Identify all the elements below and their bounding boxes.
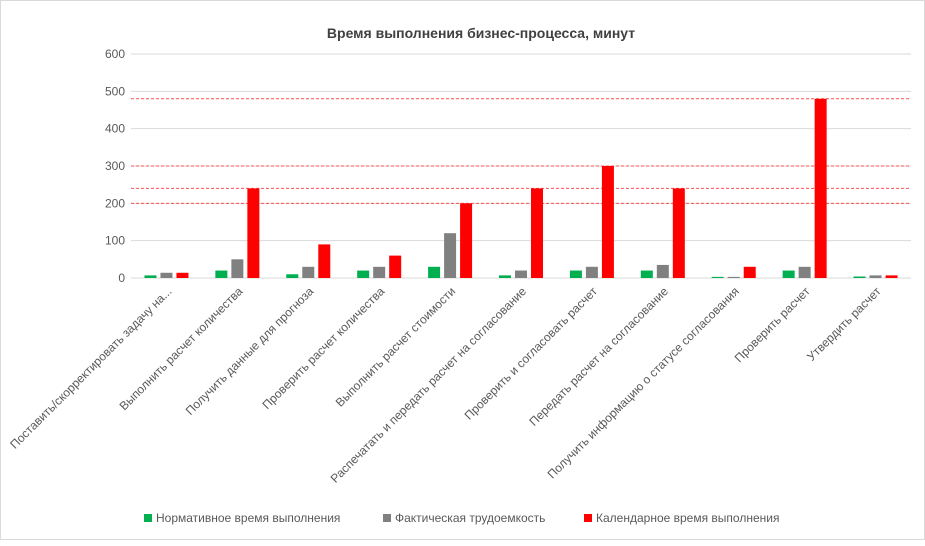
y-tick-label: 400 [105,122,125,136]
bar [640,270,653,278]
bar [656,264,669,278]
bar [318,244,331,278]
x-tick-label: Проверить расчет количества [259,284,387,412]
bar [286,274,299,278]
bar [144,275,157,278]
bar [853,276,866,278]
bar [373,266,386,278]
bar [569,270,582,278]
bar [357,270,370,278]
bar [798,266,811,278]
bar [601,166,614,278]
x-tick-label: Выполнить расчет количества [117,284,246,413]
y-tick-label: 200 [105,196,125,210]
bar [814,98,827,278]
bar [727,276,740,278]
chart-title: Время выполнения бизнес-процесса, минут [327,25,635,41]
legend-label: Фактическая трудоемкость [395,511,545,525]
bar [499,275,511,278]
bar [885,275,898,278]
y-tick-label: 0 [118,271,125,285]
y-tick-label: 500 [105,84,125,98]
x-tick-label: Передать расчет на согласование [526,284,671,429]
bar [160,272,173,278]
x-tick-label: Проверить и согласовать расчет [462,284,601,423]
bar [231,259,244,278]
x-tick-label: Проверить расчет [732,284,813,365]
bar [389,255,402,278]
x-tick-label: Поставить/скорректировать задачу на... [7,284,174,451]
x-tick-label: Выполнить расчет стоимости [333,284,458,409]
bar [515,270,527,278]
bar [176,272,189,278]
y-tick-label: 100 [105,234,125,248]
bar [531,188,543,278]
bar [869,275,882,278]
bar [672,188,685,278]
bar [215,270,228,278]
bar [444,233,457,278]
legend-swatch [584,514,592,522]
bar [460,203,473,278]
bar [302,266,315,278]
x-tick-label: Утвердить расчет [804,284,884,364]
bar [782,270,795,278]
bar [711,276,724,278]
legend-label: Календарное время выполнения [596,511,779,525]
legend-label: Нормативное время выполнения [156,511,340,525]
bar [585,266,598,278]
bar [247,188,260,278]
x-tick-label: Получить данные для прогноза [183,284,317,418]
legend-swatch [144,514,152,522]
y-tick-label: 300 [105,159,125,173]
bar [428,266,441,278]
bar [743,266,756,278]
legend-swatch [383,514,391,522]
y-tick-label: 600 [105,47,125,61]
